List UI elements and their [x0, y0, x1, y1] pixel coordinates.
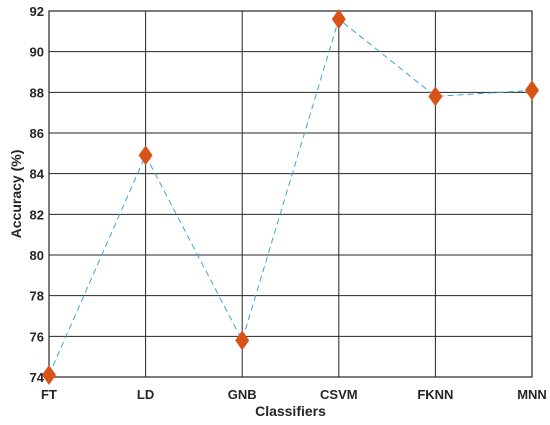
x-tick-label: MNN [517, 387, 547, 402]
x-tick-label: CSVM [320, 387, 358, 402]
x-tick-label: FKNN [417, 387, 453, 402]
x-tick-label: FT [41, 387, 57, 402]
y-tick-label: 80 [30, 248, 44, 263]
data-point-ft [42, 364, 56, 385]
y-tick-label: 92 [30, 4, 44, 19]
x-axis-label: Classifiers [255, 403, 326, 419]
y-tick-label: 88 [30, 85, 44, 100]
series-line [48, 18, 533, 376]
x-tick-label: GNB [228, 387, 257, 402]
data-point-gnb [235, 330, 250, 351]
y-tick-label: 78 [30, 289, 44, 304]
data-markers [42, 9, 539, 385]
data-point-fknn [428, 86, 443, 107]
x-tick-labels: FT LD GNB CSVM FKNN MNN [41, 387, 547, 402]
data-point-csvm [331, 9, 346, 30]
data-point-mnn [525, 80, 539, 101]
y-tick-label: 82 [30, 207, 44, 222]
y-tick-label: 76 [30, 329, 44, 344]
plot-frame [48, 10, 533, 378]
y-tick-labels: 74 76 78 80 82 84 86 88 90 92 [30, 4, 45, 385]
y-tick-label: 86 [30, 126, 44, 141]
y-tick-label: 74 [30, 370, 45, 385]
data-point-ld [138, 145, 153, 166]
x-tick-label: LD [137, 387, 154, 402]
grid-lines [48, 10, 533, 378]
y-tick-label: 84 [30, 167, 45, 182]
y-axis-label: Accuracy (%) [8, 150, 24, 239]
y-tick-label: 90 [30, 45, 44, 60]
